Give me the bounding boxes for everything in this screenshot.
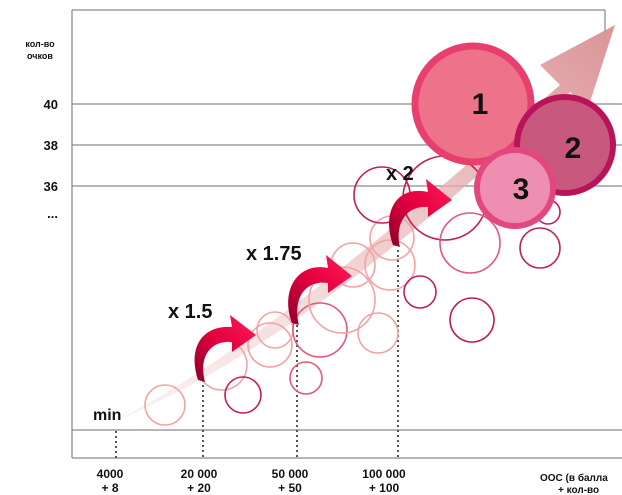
y-tick-38: 38 [44,138,58,153]
x-axis-label-line1: ООС (в балла [540,472,608,484]
step-arrow-2 [288,255,352,325]
x-guides [115,250,399,458]
bubble-16 [439,212,501,274]
leader-rank-3: 3 [513,173,530,206]
x-tick-50000-line1: 50 000 [272,467,309,481]
bubble-3 [224,376,262,414]
bubble-10 [357,312,399,354]
multiplier-1: x 1.5 [168,301,212,323]
bubble-4 [247,322,293,368]
leader-rank-1: 1 [472,88,489,121]
x-tick-100000-line1: 100 000 [362,467,406,481]
bubble-7 [292,302,348,358]
x-tick-4000-line2: + 8 [101,481,118,495]
y-tick-ellipsis: ... [47,206,58,221]
multiplier-2: x 1.75 [246,243,302,265]
x-tick-20000-line1: 20 000 [181,467,218,481]
bubble-13 [403,275,437,309]
bubble-17 [449,297,495,343]
min-label: min [93,407,121,424]
axes [71,9,622,459]
bubble-8 [308,266,376,334]
step-arrows [194,179,452,382]
x-tick-50000-line2: + 50 [278,481,302,495]
leader-bubble-1 [411,42,535,166]
y-tick-36: 36 [44,179,58,194]
y-tick-40: 40 [44,97,58,112]
step-arrow-3 [389,179,452,247]
y-axis-label-line1: кол-во [25,39,55,49]
step-arrow-1 [194,315,256,382]
bubble-1 [144,384,186,426]
multiplier-3: x 2 [386,163,414,185]
x-tick-100000-line2: + 100 [369,481,400,495]
leader-bubbles: 1 2 3 [411,42,616,229]
leader-rank-2: 2 [565,132,582,165]
x-tick-20000-line2: + 20 [187,481,211,495]
x-axis-label-line2: + кол-во [558,485,599,495]
bubble-18 [519,227,561,269]
trend-arrow [118,25,615,420]
x-tick-4000-line1: 4000 [97,467,124,481]
bubble-12 [364,239,416,291]
bubble-6 [289,361,323,395]
y-axis-label-line2: очков [27,51,53,61]
leader-bubble-3 [474,147,556,229]
